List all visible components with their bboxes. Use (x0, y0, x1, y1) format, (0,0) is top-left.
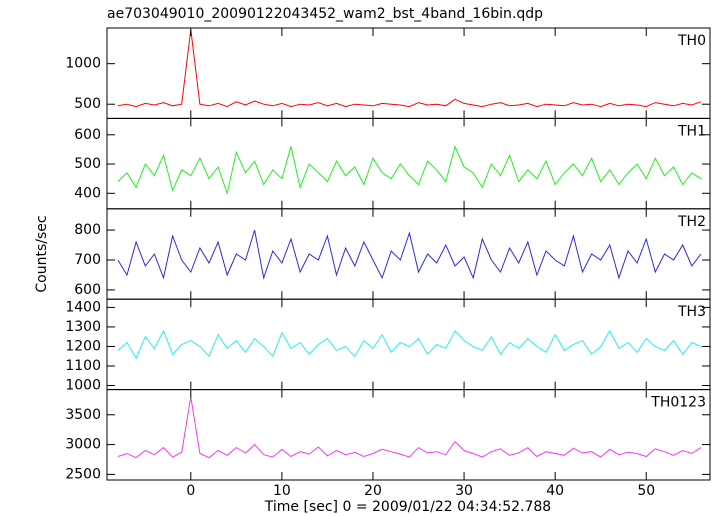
light-curve (117, 329, 702, 360)
x-tick-label: 40 (546, 483, 564, 499)
panel-frame (106, 389, 711, 481)
light-curve (117, 229, 702, 280)
y-tick-label: 500 (74, 156, 101, 172)
chart-title: ae703049010_20090122043452_wam2_bst_4ban… (107, 6, 543, 22)
y-tick-label: 500 (74, 96, 101, 112)
panel-label: TH3 (677, 304, 706, 320)
light-curve (117, 144, 702, 196)
y-tick-label: 3000 (65, 437, 101, 453)
y-tick-label: 3500 (65, 407, 101, 423)
panel-label: TH1 (677, 123, 706, 139)
x-tick-label: 10 (273, 483, 291, 499)
y-tick-label: 600 (74, 282, 101, 298)
x-axis-label: Time [sec] 0 = 2009/01/22 04:34:52.788 (264, 499, 551, 515)
y-tick-label: 1300 (65, 319, 101, 335)
panel-label: TH2 (677, 214, 706, 230)
y-tick-label: 1000 (65, 377, 101, 393)
panel-label: TH0 (677, 33, 706, 49)
x-tick-label: 50 (637, 483, 655, 499)
y-tick-label: 800 (74, 222, 101, 238)
x-tick-label: 30 (455, 483, 473, 499)
y-axis-label: Counts/sec (34, 215, 50, 292)
y-tick-label: 400 (74, 185, 101, 201)
y-tick-label: 1400 (65, 299, 101, 315)
y-tick-label: 2500 (65, 466, 101, 482)
light-curve (117, 396, 702, 459)
panel-label: TH0123 (650, 395, 706, 411)
x-tick-label: 0 (186, 483, 195, 499)
x-tick-label: 20 (364, 483, 382, 499)
y-tick-label: 600 (74, 127, 101, 143)
y-tick-label: 1200 (65, 338, 101, 354)
y-tick-label: 1000 (65, 56, 101, 72)
panel-frame (106, 27, 711, 119)
light-curve (117, 29, 702, 108)
y-tick-label: 1100 (65, 358, 101, 374)
y-tick-label: 700 (74, 252, 101, 268)
